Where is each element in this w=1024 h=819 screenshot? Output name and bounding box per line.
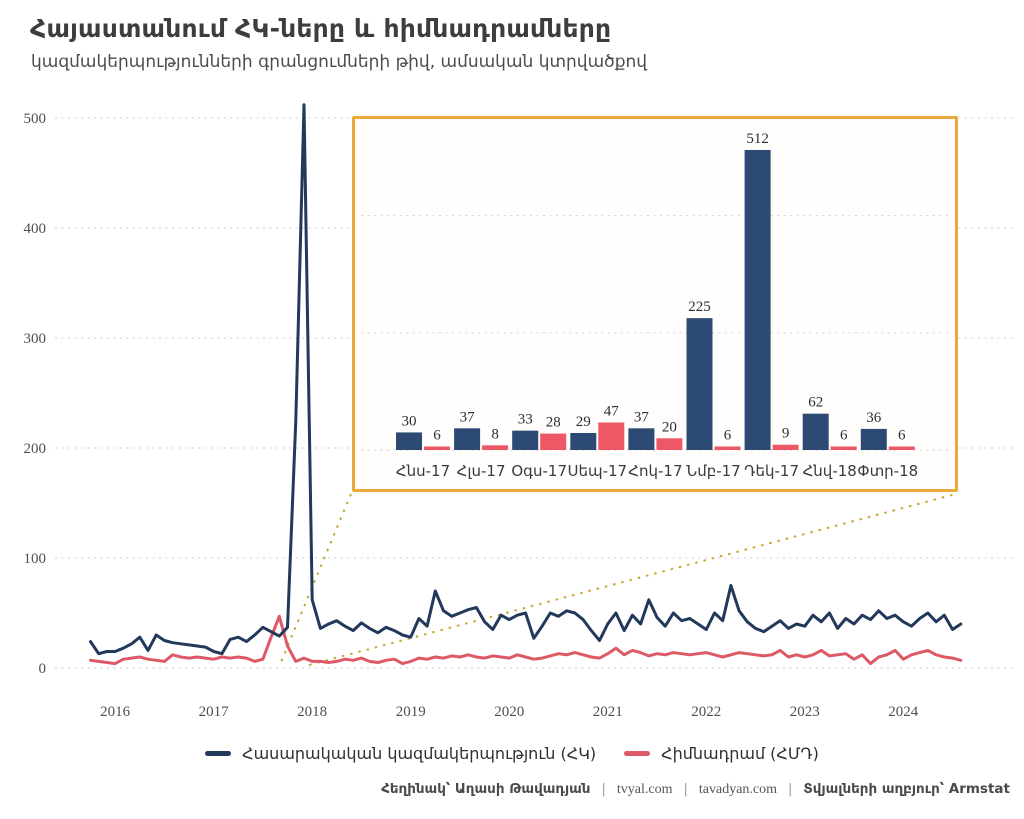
ngo-bar: [686, 318, 713, 450]
x-tick-label: 2020: [494, 704, 524, 720]
inset-category-label: Նմբ-17: [686, 462, 740, 480]
x-tick-label: 2022: [691, 704, 721, 720]
y-tick-label: 300: [24, 331, 47, 347]
footer-separator: |: [788, 782, 793, 797]
ngo-bar: [628, 428, 655, 450]
x-tick-label: 2018: [297, 704, 327, 720]
inset-bar-chart: 30 6 Հնս-17 37 8 Հլս-17 33 28 Օգս-17 29 47 Սեպ-17 37…: [361, 131, 948, 480]
footer-separator: |: [601, 782, 606, 797]
chart-subtitle: կազմակերպությունների գրանցումների թիվ, ա…: [31, 52, 648, 72]
bar-value-label: 62: [808, 395, 823, 411]
chart-title: Հայաստանում ՀԿ-ները և հիմնադրամները: [30, 14, 612, 43]
foundation-bar: [540, 433, 567, 450]
foundation-bar: [714, 446, 741, 450]
callout-connector-line: [308, 493, 957, 666]
ngo-bar: [570, 433, 597, 450]
foundation-bar: [656, 438, 683, 450]
bar-value-label: 9: [782, 426, 790, 442]
foundation-bar: [888, 446, 915, 450]
y-tick-label: 100: [24, 551, 47, 567]
ngo-bar: [396, 432, 422, 450]
legend: Հասարակական կազմակերպություն (ՀԿ) Հիմնադ…: [0, 744, 1024, 763]
foundation-bar: [830, 446, 857, 450]
ngo-bar: [454, 428, 481, 450]
ngo-bar: [860, 428, 887, 450]
bar-value-label: 20: [662, 419, 677, 435]
bar-value-label: 30: [402, 413, 417, 429]
footer-separator: |: [683, 782, 688, 797]
ngo-bar: [802, 413, 829, 450]
inset-category-label: Հնս-17: [396, 462, 450, 480]
bar-value-label: 6: [840, 427, 848, 443]
y-tick-label: 400: [24, 221, 47, 237]
ngo-bar: [744, 149, 771, 450]
legend-item-foundation: Հիմնադրամ (ՀՄԴ): [624, 744, 819, 763]
bar-value-label: 37: [460, 409, 476, 425]
bar-value-label: 6: [724, 427, 732, 443]
foundation-line: [89, 614, 963, 666]
legend-label-ngo: Հասարակական կազմակերպություն (ՀԿ): [242, 744, 597, 763]
bar-value-label: 33: [518, 412, 533, 428]
bar-value-label: 6: [898, 427, 906, 443]
y-tick-label: 200: [24, 441, 47, 457]
bar-value-label: 8: [491, 426, 499, 442]
foundation-bar: [482, 445, 509, 450]
bar-value-label: 36: [866, 410, 882, 426]
x-tick-label: 2023: [790, 704, 820, 720]
bar-value-label: 47: [604, 403, 620, 419]
bar-value-label: 225: [688, 299, 711, 315]
inset-category-label: Փտր-18: [857, 462, 918, 480]
ngo-line-swatch: [205, 751, 232, 756]
inset-category-label: Սեպ-17: [567, 462, 627, 480]
legend-label-foundation: Հիմնադրամ (ՀՄԴ): [661, 744, 819, 763]
bar-value-label: 29: [576, 414, 591, 430]
x-tick-label: 2017: [199, 704, 230, 720]
x-tick-label: 2016: [100, 704, 131, 720]
inset-category-label: Հոկ-17: [628, 462, 682, 480]
inset-category-label: Հլս-17: [457, 462, 506, 480]
foundation-bar: [772, 444, 799, 450]
footer-credits: Հեղինակ՝ Աղասի Թավադյան | tvyal.com | ta…: [381, 781, 1010, 798]
inset-category-label: Օգս-17: [511, 462, 567, 480]
inset-category-label: Հնվ-18: [803, 462, 857, 480]
foundation-line-swatch: [624, 751, 651, 756]
footer-data-source: Տվյալների աղբյուր՝ Armstat: [803, 781, 1010, 797]
inset-category-label: Դեկ-17: [744, 462, 799, 480]
y-tick-label: 0: [39, 661, 47, 677]
footer-author: Հեղինակ՝ Աղասի Թավադյան: [381, 781, 591, 797]
x-tick-label: 2021: [593, 704, 623, 720]
foundation-bar: [598, 422, 625, 450]
legend-item-ngo: Հասարակական կազմակերպություն (ՀԿ): [205, 744, 596, 763]
ngo-bar: [512, 430, 539, 450]
x-tick-label: 2024: [888, 704, 919, 720]
footer-site-tavadyan: tavadyan.com: [698, 782, 778, 797]
y-tick-label: 500: [24, 111, 47, 127]
zoom-callout-box: 30 6 Հնս-17 37 8 Հլս-17 33 28 Օգս-17 29 47 Սեպ-17 37…: [352, 116, 958, 492]
bar-value-label: 6: [433, 427, 441, 443]
bar-value-label: 37: [634, 409, 650, 425]
x-tick-label: 2019: [396, 704, 426, 720]
foundation-bar: [424, 446, 450, 450]
footer-site-tvyal: tvyal.com: [616, 782, 673, 797]
bar-value-label: 28: [546, 415, 561, 431]
bar-value-label: 512: [746, 131, 769, 147]
ngo-line: [89, 103, 963, 656]
